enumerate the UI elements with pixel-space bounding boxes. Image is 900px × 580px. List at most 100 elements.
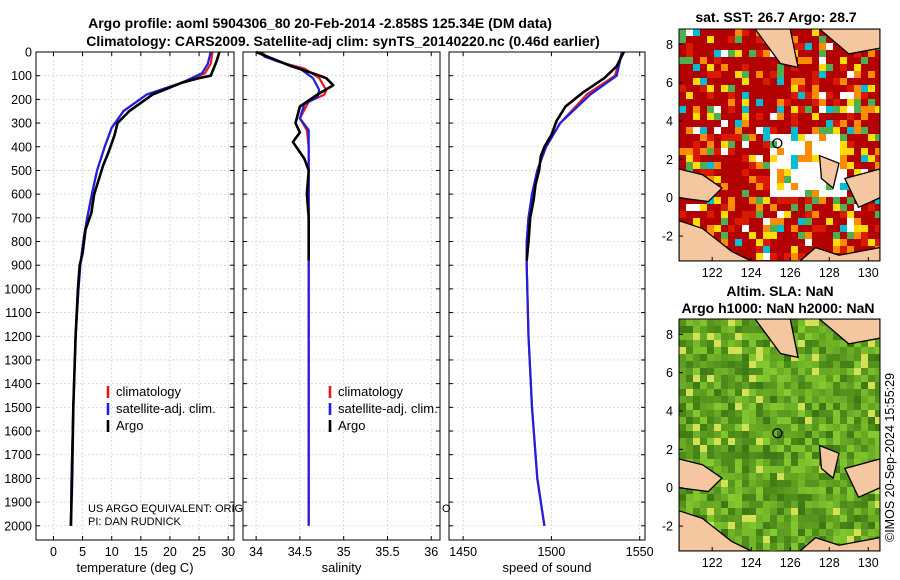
land-outline <box>818 319 880 345</box>
sound-speed-line-argo <box>525 51 625 261</box>
sound-speed-line-satellite-adj-clim- <box>525 51 624 526</box>
depth-tick-label: 1900 <box>4 496 32 510</box>
title-line-2: Climatology: CARS2009. Satellite-adj cli… <box>86 33 600 49</box>
sla-map-subtitle: Argo h1000: NaN h2000: NaN <box>682 300 875 316</box>
lat-tick-label: 4 <box>666 405 673 419</box>
lon-tick-label: 122 <box>702 556 723 570</box>
depth-tick-label: 0 <box>25 46 32 60</box>
land-outline <box>754 29 799 69</box>
salinity-xtick-label: 36 <box>424 545 438 559</box>
sst-map-frame <box>678 28 881 262</box>
lat-tick-label: 6 <box>666 366 673 380</box>
salinity-xtick-label: 35.5 <box>375 545 399 559</box>
legend-label: satellite-adj. clim. <box>116 401 216 416</box>
sound-speed-xlabel: speed of sound <box>503 560 592 575</box>
depth-tick-label: 1300 <box>4 353 32 367</box>
sound-speed-xtick-label: 1500 <box>538 545 566 559</box>
depth-tick-label: 300 <box>11 117 32 131</box>
argo-float-marker <box>772 138 783 149</box>
legend-label: Argo <box>338 418 365 433</box>
sla-map-title: Altim. SLA: NaN <box>726 283 833 299</box>
temperature-xtick-label: 10 <box>105 545 119 559</box>
pi-note-line-1: US ARGO EQUIVALENT: ORIG <box>88 503 243 515</box>
salinity-xlabel: salinity <box>322 560 362 575</box>
sound-speed-axes-frame <box>448 51 646 541</box>
map-panels: 122 124 126 128 130 -2 0 2 4 6 8 122 124 126 128 130 -2 0… <box>662 28 881 570</box>
lon-tick-label: 130 <box>858 266 879 280</box>
salinity-line-argo <box>255 50 335 261</box>
imos-timestamp: ©IMOS 20-Sep-2024 15:55:29 <box>883 373 897 542</box>
lon-tick-label: 126 <box>780 266 801 280</box>
legend-label: climatology <box>338 384 404 399</box>
temperature-xlabel: temperature (deg C) <box>76 560 193 575</box>
lat-tick-label: 2 <box>666 443 673 457</box>
sound-speed-xtick-label: 1450 <box>449 545 477 559</box>
temperature-xtick-label: 15 <box>134 545 148 559</box>
pi-note-line-2: PI: DAN RUDNICK <box>88 516 182 528</box>
depth-tick-label: 1100 <box>5 306 32 320</box>
salinity-panel: 34 34.5 35 35.5 36 salinity climatology satelli… <box>242 50 441 575</box>
sst-map-title: sat. SST: 26.7 Argo: 28.7 <box>695 9 857 25</box>
depth-tick-label: 800 <box>11 235 32 249</box>
temperature-line-argo <box>69 51 221 526</box>
lat-tick-label: 2 <box>666 153 673 167</box>
sound-speed-panel: 1450 1500 1550 speed of sound <box>448 51 654 575</box>
land-outline <box>818 29 880 55</box>
salinity-xtick-label: 35 <box>337 545 351 559</box>
salinity-xtick-label: 34 <box>249 545 263 559</box>
sla-map-field <box>679 319 880 551</box>
depth-tick-label: 600 <box>11 188 32 202</box>
depth-tick-label: 100 <box>11 69 32 83</box>
lat-tick-label: 6 <box>666 76 673 90</box>
depth-tick-label: 700 <box>11 211 32 225</box>
land-outline <box>843 168 880 209</box>
lat-tick-label: 0 <box>666 191 673 205</box>
legend-label: climatology <box>116 384 182 399</box>
lon-tick-label: 128 <box>819 266 840 280</box>
sla-map-frame <box>678 318 881 552</box>
lat-tick-label: -2 <box>662 520 673 534</box>
argo-float-marker <box>772 428 783 439</box>
land-outline <box>798 536 880 551</box>
temperature-xtick-label: 20 <box>163 545 177 559</box>
lon-tick-label: 126 <box>780 556 801 570</box>
temperature-legend: climatology satellite-adj. clim. Argo <box>106 384 216 433</box>
depth-tick-label: 1500 <box>4 401 32 415</box>
depth-tick-label: 2000 <box>4 519 32 533</box>
depth-tick-label: 1400 <box>4 377 32 391</box>
depth-tick-label: 1200 <box>4 330 32 344</box>
lat-tick-label: -2 <box>662 230 673 244</box>
temperature-xtick-label: 5 <box>79 545 86 559</box>
land-outline <box>754 319 799 359</box>
lon-tick-label: 124 <box>741 266 762 280</box>
land-outline <box>679 458 723 493</box>
depth-tick-label: 1600 <box>4 425 32 439</box>
salinity-legend: climatology satellite-adj. clim. Argo <box>328 384 438 433</box>
land-outline <box>679 168 723 203</box>
temperature-xtick-label: 0 <box>50 545 57 559</box>
title-line-1: Argo profile: aoml 5904306_80 20-Feb-201… <box>88 15 552 31</box>
land-outline <box>818 444 840 480</box>
land-outline <box>679 510 752 551</box>
temperature-axes-frame <box>35 51 235 541</box>
depth-tick-label: 400 <box>11 140 32 154</box>
legend-label: Argo <box>116 418 143 433</box>
depth-tick-label: 900 <box>11 259 32 273</box>
temperature-panel: 0 5 10 15 20 25 300100200300400500600700800900… <box>4 46 235 576</box>
land-outline <box>843 458 880 499</box>
salinity-xtick-label: 34.5 <box>288 545 312 559</box>
sla-map: 122 124 126 128 130 -2 0 2 4 6 8 <box>662 318 881 570</box>
lon-tick-label: 122 <box>702 266 723 280</box>
depth-tick-label: 500 <box>11 164 32 178</box>
depth-tick-label: 1700 <box>4 448 32 462</box>
temperature-xtick-label: 30 <box>221 545 235 559</box>
lon-tick-label: 128 <box>819 556 840 570</box>
pi-note-fragment: O <box>442 503 451 515</box>
sst-map: 122 124 126 128 130 -2 0 2 4 6 8 <box>662 28 881 280</box>
land-outline <box>798 246 880 261</box>
legend-label: satellite-adj. clim. <box>338 401 438 416</box>
profile-panels: 0 5 10 15 20 25 300100200300400500600700800900… <box>4 46 653 576</box>
lon-tick-label: 130 <box>858 556 879 570</box>
depth-tick-label: 1000 <box>4 282 32 296</box>
